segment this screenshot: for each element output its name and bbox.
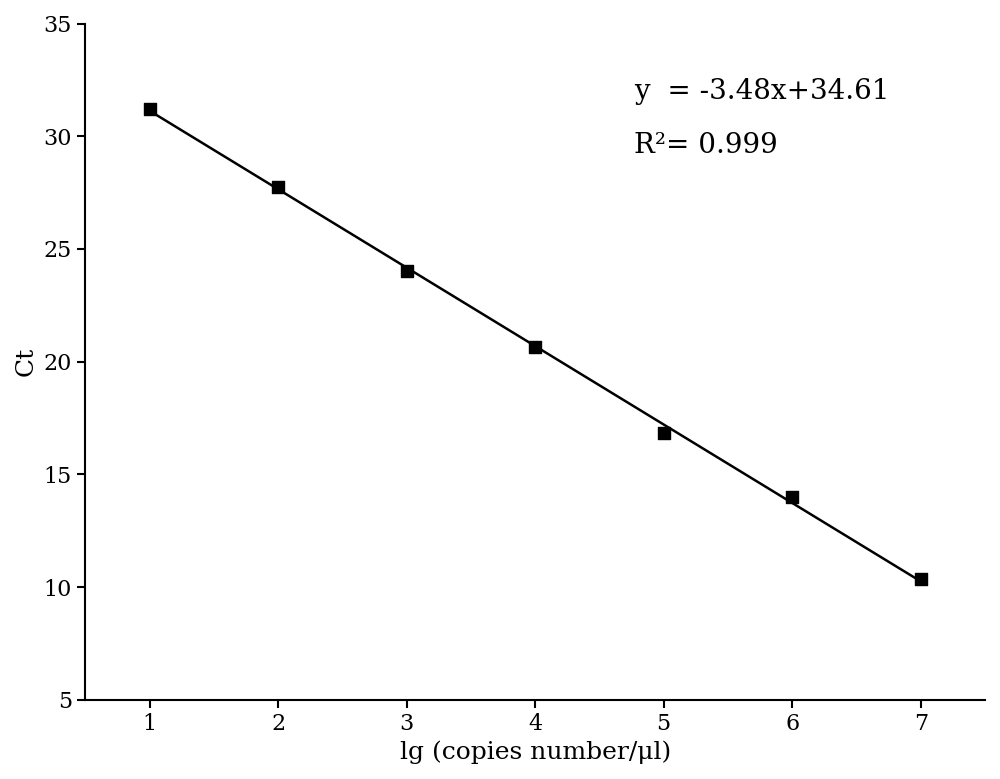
Point	[399, 265, 415, 277]
Text: y  = -3.48x+34.61: y = -3.48x+34.61	[634, 78, 890, 104]
Point	[142, 103, 158, 115]
X-axis label: lg (copies number/μl): lg (copies number/μl)	[400, 741, 671, 764]
Text: R²= 0.999: R²= 0.999	[634, 132, 778, 159]
Point	[784, 491, 800, 503]
Y-axis label: Ct: Ct	[15, 347, 38, 376]
Point	[527, 340, 543, 353]
Point	[656, 426, 672, 439]
Point	[913, 573, 929, 585]
Point	[270, 181, 286, 193]
